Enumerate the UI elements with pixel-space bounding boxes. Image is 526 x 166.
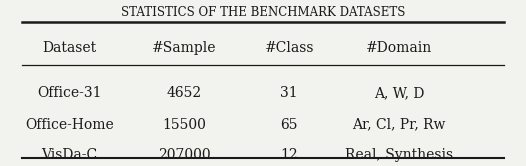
Text: Office-Home: Office-Home [25,118,114,132]
Text: VisDa-C: VisDa-C [42,148,97,162]
Text: #Sample: #Sample [152,41,217,55]
Text: Ar, Cl, Pr, Rw: Ar, Cl, Pr, Rw [352,118,446,132]
Text: A, W, D: A, W, D [374,86,424,100]
Text: STATISTICS OF THE BENCHMARK DATASETS: STATISTICS OF THE BENCHMARK DATASETS [121,6,405,19]
Text: 12: 12 [280,148,298,162]
Text: 65: 65 [280,118,298,132]
Text: #Domain: #Domain [366,41,432,55]
Text: #Class: #Class [265,41,314,55]
Text: 4652: 4652 [167,86,202,100]
Text: Dataset: Dataset [43,41,96,55]
Text: 31: 31 [280,86,298,100]
Text: 15500: 15500 [163,118,206,132]
Text: Real, Synthesis: Real, Synthesis [345,148,453,162]
Text: Office-31: Office-31 [37,86,102,100]
Text: 207000: 207000 [158,148,211,162]
